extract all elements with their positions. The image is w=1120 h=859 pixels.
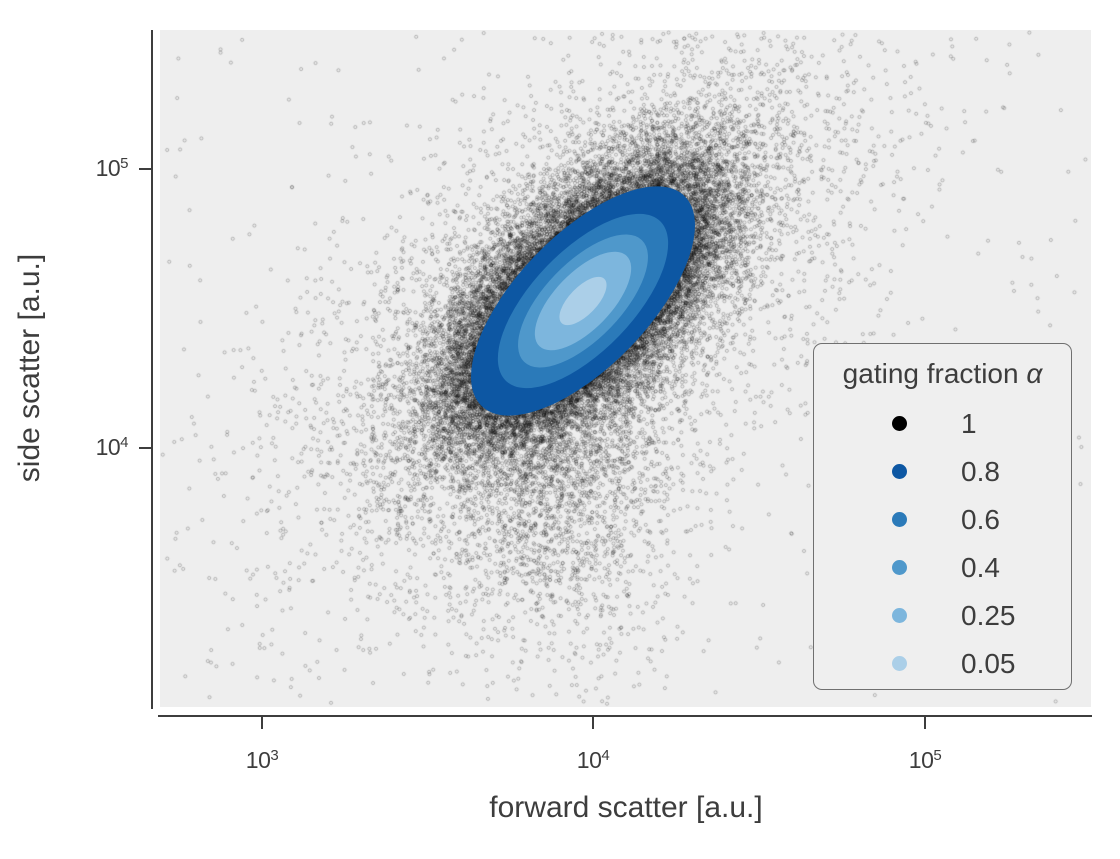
legend-entry-label: 0.05: [961, 647, 1016, 679]
legend-entry-1: 1: [814, 400, 1071, 448]
legend-entry-label: 0.6: [961, 503, 1000, 535]
legend-entry-label: 0.8: [961, 455, 1000, 487]
legend-dot-icon: [892, 656, 907, 672]
legend-box: gating fraction α 1 0.8 0.6 0.4 0.25 0.05: [813, 343, 1072, 690]
legend-dot-icon: [892, 464, 907, 480]
legend-dot-icon: [892, 608, 907, 624]
legend-entry-label: 0.25: [961, 599, 1016, 631]
legend-dot-icon: [892, 416, 907, 432]
x-tick-10e5: [924, 717, 926, 729]
legend-dot-icon: [892, 560, 907, 576]
y-tick-label-10e5: 105: [95, 155, 129, 181]
legend-title: gating fraction α: [842, 358, 1043, 389]
legend-entry-0.25: 0.25: [814, 592, 1071, 640]
x-tick-10e3: [261, 717, 263, 729]
legend-entry-label: 1: [961, 407, 977, 439]
legend-entry-0.4: 0.4: [814, 544, 1071, 592]
legend-entry-label: 0.4: [961, 551, 1000, 583]
y-tick-label-10e4: 104: [95, 434, 129, 460]
x-tick-label-10e3: 103: [245, 747, 279, 773]
x-tick-10e4: [592, 717, 594, 729]
legend-entry-0.05: 0.05: [814, 640, 1071, 688]
y-tick-10e5: [139, 168, 151, 170]
legend-entry-0.6: 0.6: [814, 496, 1071, 544]
alpha-symbol: α: [1026, 358, 1043, 389]
legend-entry-0.8: 0.8: [814, 448, 1071, 496]
x-tick-label-10e5: 105: [908, 747, 942, 773]
x-tick-label-10e4: 104: [576, 747, 610, 773]
x-axis-title: forward scatter [a.u.]: [489, 791, 763, 824]
legend-dot-icon: [892, 512, 907, 528]
x-axis-spine: [158, 715, 1092, 717]
legend-entries: 1 0.8 0.6 0.4 0.25 0.05: [814, 400, 1071, 688]
y-axis-spine: [151, 30, 153, 709]
y-axis-title: side scatter [a.u.]: [13, 253, 46, 483]
y-tick-10e4: [139, 447, 151, 449]
